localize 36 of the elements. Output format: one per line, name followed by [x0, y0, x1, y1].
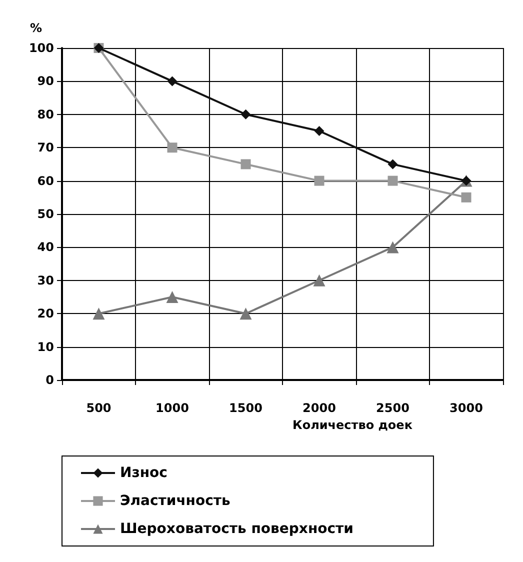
- point: [388, 159, 398, 170]
- point: [167, 76, 178, 86]
- y-tick-label: 70: [37, 140, 54, 155]
- point: [92, 308, 105, 320]
- x-tick-label: 2500: [376, 401, 410, 415]
- y-tick-label: 0: [46, 373, 54, 387]
- y-tick-label: 80: [37, 107, 54, 122]
- point: [388, 176, 398, 186]
- x-axis-title: Количество доек: [292, 418, 412, 432]
- x-tick-label: 1000: [156, 401, 189, 415]
- point: [166, 291, 178, 303]
- y-tick-label: 90: [37, 74, 54, 88]
- point: [167, 142, 178, 153]
- point: [240, 109, 251, 120]
- y-tick-label: 30: [37, 273, 54, 288]
- point: [313, 274, 326, 286]
- point: [240, 159, 251, 170]
- legend-label: Эластичность: [120, 493, 231, 509]
- point: [240, 308, 252, 320]
- point: [461, 192, 472, 202]
- legend-label: Износ: [120, 465, 168, 481]
- y-tick-label: 50: [37, 207, 54, 221]
- x-tick-label: 3000: [450, 401, 483, 415]
- legend-label: Шероховатость поверхности: [120, 521, 354, 537]
- point: [314, 176, 324, 186]
- y-tick-label: 60: [37, 174, 54, 188]
- x-tick-label: 500: [86, 401, 112, 415]
- x-tick-label: 1500: [229, 401, 262, 415]
- y-tick-label: 20: [37, 306, 54, 321]
- y-tick-label: 100: [28, 41, 54, 55]
- x-tick-label: 2000: [302, 401, 336, 415]
- y-tick-label: 40: [37, 240, 54, 254]
- y-tick-label: 10: [37, 340, 54, 354]
- y-axis-title: %: [30, 21, 42, 35]
- point: [386, 241, 399, 254]
- point: [314, 126, 324, 136]
